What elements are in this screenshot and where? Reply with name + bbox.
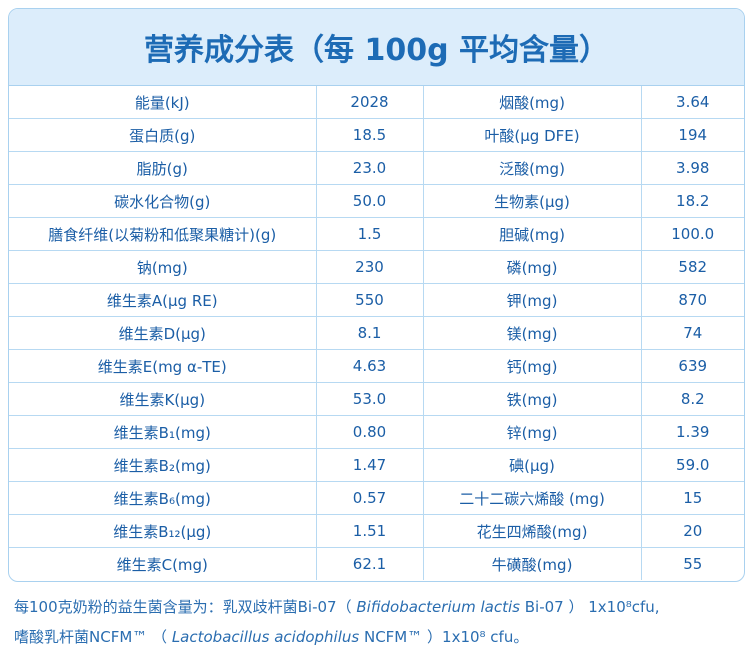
nutrient-name: 镁(mg) <box>422 316 642 350</box>
footnote-text: 每100克奶粉的益生菌含量为：乳双歧杆菌Bi-07（ <box>14 598 357 616</box>
nutrient-name: 能量(kJ) <box>9 86 317 119</box>
table-row: 能量(kJ) 2028 烟酸(mg) 3.64 <box>9 86 744 119</box>
nutrient-name: 钙(mg) <box>422 349 642 383</box>
nutrient-value: 0.80 <box>315 415 424 449</box>
nutrient-value: 18.5 <box>315 118 424 152</box>
nutrient-value: 1.5 <box>315 217 424 251</box>
nutrient-name: 维生素C(mg) <box>9 547 317 580</box>
nutrient-name: 维生素E(mg α-TE) <box>9 349 317 383</box>
nutrient-value: 0.57 <box>315 481 424 515</box>
nutrient-name: 维生素B₂(mg) <box>9 448 317 482</box>
table-row: 维生素B₁(mg) 0.80 锌(mg) 1.39 <box>9 415 744 449</box>
table-row: 维生素D(μg) 8.1 镁(mg) 74 <box>9 316 744 350</box>
nutrient-value: 2028 <box>315 86 424 119</box>
nutrient-value: 4.63 <box>315 349 424 383</box>
table-row: 维生素C(mg) 62.1 牛磺酸(mg) 55 <box>9 547 744 580</box>
nutrient-value: 1.47 <box>315 448 424 482</box>
nutrient-value: 870 <box>640 283 744 317</box>
nutrient-name: 维生素B₁₂(μg) <box>9 514 317 548</box>
footnote-line: 每100克奶粉的益生菌含量为：乳双歧杆菌Bi-07（ Bifidobacteri… <box>14 592 660 622</box>
nutrient-value: 55 <box>640 547 744 580</box>
nutrient-value: 8.2 <box>640 382 744 416</box>
nutrient-name: 钠(mg) <box>9 250 317 284</box>
nutrient-value: 550 <box>315 283 424 317</box>
table-row: 维生素K(μg) 53.0 铁(mg) 8.2 <box>9 382 744 416</box>
table-row: 维生素B₂(mg) 1.47 碘(μg) 59.0 <box>9 448 744 482</box>
nutrient-value: 8.1 <box>315 316 424 350</box>
nutrient-name: 烟酸(mg) <box>422 86 642 119</box>
nutrition-table: 能量(kJ) 2028 烟酸(mg) 3.64 蛋白质(g) 18.5 叶酸(μg DFE)… <box>9 86 744 580</box>
nutrient-value: 23.0 <box>315 151 424 185</box>
footnote-text: Bi-07 ） 1x10⁸cfu, <box>519 598 660 616</box>
nutrient-value: 3.64 <box>640 86 744 119</box>
nutrient-name: 叶酸(μg DFE) <box>422 118 642 152</box>
table-row: 碳水化合物(g) 50.0 生物素(μg) 18.2 <box>9 184 744 218</box>
footnote-species: Bifidobacterium lactis <box>356 598 520 616</box>
nutrient-name: 维生素A(μg RE) <box>9 283 317 317</box>
footnote-text: 嗜酸乳杆菌NCFM™ （ <box>14 628 172 646</box>
nutrient-value: 230 <box>315 250 424 284</box>
nutrient-value: 53.0 <box>315 382 424 416</box>
nutrient-name: 生物素(μg) <box>422 184 642 218</box>
nutrient-name: 碳水化合物(g) <box>9 184 317 218</box>
table-row: 维生素B₁₂(μg) 1.51 花生四烯酸(mg) 20 <box>9 514 744 548</box>
nutrient-value: 100.0 <box>640 217 744 251</box>
nutrition-table-box: 营养成分表（每 100g 平均含量） 能量(kJ) 2028 烟酸(mg) 3.64 蛋… <box>8 8 745 582</box>
nutrient-value: 18.2 <box>640 184 744 218</box>
nutrient-value: 3.98 <box>640 151 744 185</box>
nutrient-name: 维生素K(μg) <box>9 382 317 416</box>
nutrient-name: 二十二碳六烯酸 (mg) <box>422 481 642 515</box>
footnote: 每100克奶粉的益生菌含量为：乳双歧杆菌Bi-07（ Bifidobacteri… <box>14 592 660 652</box>
nutrient-value: 194 <box>640 118 744 152</box>
nutrient-name: 维生素D(μg) <box>9 316 317 350</box>
nutrient-value: 639 <box>640 349 744 383</box>
nutrient-name: 碘(μg) <box>422 448 642 482</box>
footnote-species: Lactobacillus acidophilus <box>171 628 360 646</box>
nutrient-value: 15 <box>640 481 744 515</box>
nutrient-name: 牛磺酸(mg) <box>422 547 642 580</box>
nutrient-name: 胆碱(mg) <box>422 217 642 251</box>
nutrient-name: 花生四烯酸(mg) <box>422 514 642 548</box>
nutrient-name: 泛酸(mg) <box>422 151 642 185</box>
table-row: 蛋白质(g) 18.5 叶酸(μg DFE) 194 <box>9 118 744 152</box>
nutrient-name: 磷(mg) <box>422 250 642 284</box>
nutrient-value: 62.1 <box>315 547 424 580</box>
nutrient-value: 1.39 <box>640 415 744 449</box>
nutrient-name: 铁(mg) <box>422 382 642 416</box>
nutrient-name: 锌(mg) <box>422 415 642 449</box>
nutrient-name: 维生素B₁(mg) <box>9 415 317 449</box>
nutrient-value: 20 <box>640 514 744 548</box>
nutrient-name: 维生素B₆(mg) <box>9 481 317 515</box>
nutrient-value: 59.0 <box>640 448 744 482</box>
table-title: 营养成分表（每 100g 平均含量） <box>9 9 744 86</box>
table-row: 脂肪(g) 23.0 泛酸(mg) 3.98 <box>9 151 744 185</box>
table-row: 钠(mg) 230 磷(mg) 582 <box>9 250 744 284</box>
nutrient-name: 膳食纤维(以菊粉和低聚果糖计)(g) <box>9 217 317 251</box>
table-row: 维生素B₆(mg) 0.57 二十二碳六烯酸 (mg) 15 <box>9 481 744 515</box>
nutrient-value: 74 <box>640 316 744 350</box>
nutrient-value: 1.51 <box>315 514 424 548</box>
nutrient-name: 蛋白质(g) <box>9 118 317 152</box>
nutrient-name: 钾(mg) <box>422 283 642 317</box>
footnote-line: 嗜酸乳杆菌NCFM™ （ Lactobacillus acidophilus N… <box>14 622 660 652</box>
footnote-text: NCFM™ ）1x10⁸ cfu。 <box>359 628 529 646</box>
nutrient-value: 50.0 <box>315 184 424 218</box>
nutrient-value: 582 <box>640 250 744 284</box>
nutrient-name: 脂肪(g) <box>9 151 317 185</box>
table-row: 膳食纤维(以菊粉和低聚果糖计)(g) 1.5 胆碱(mg) 100.0 <box>9 217 744 251</box>
table-row: 维生素A(μg RE) 550 钾(mg) 870 <box>9 283 744 317</box>
table-row: 维生素E(mg α-TE) 4.63 钙(mg) 639 <box>9 349 744 383</box>
